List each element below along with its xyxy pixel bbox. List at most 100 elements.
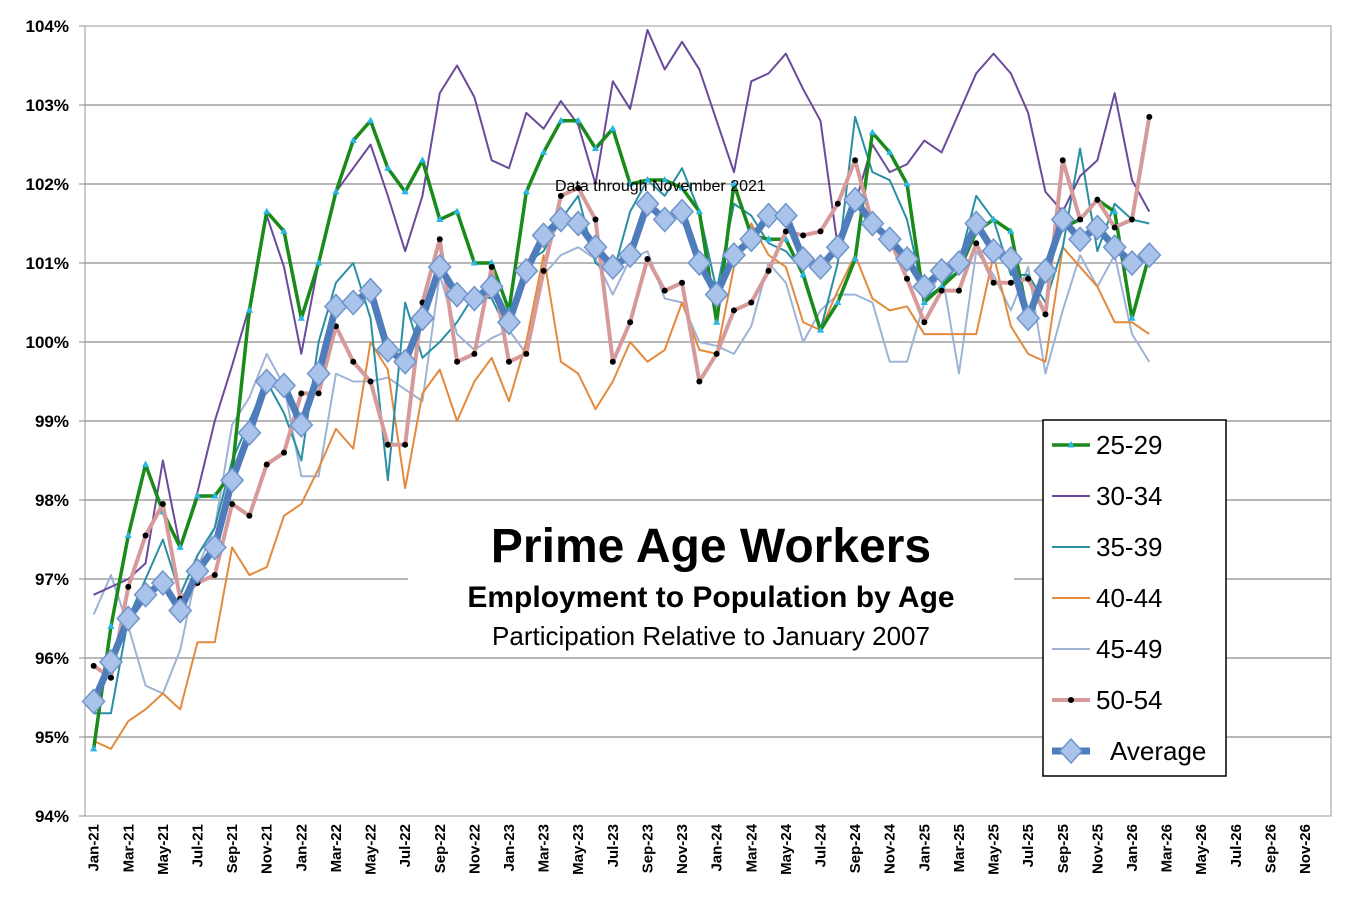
data-point [402,441,409,448]
data-point [816,326,825,333]
data-point [462,285,487,312]
data-point [851,255,859,262]
x-axis: Jan-21 Mar-21 May-21 Jul-21 Sep-21 Nov-21 Jan-… [86,823,1314,875]
data-point [886,148,894,155]
x-tick-label: Nov-26 [1297,824,1314,874]
x-tick-label: Jul-23 [605,824,622,867]
data-point [834,200,841,207]
data-point [652,206,677,233]
data-point [609,358,616,365]
data-point [418,156,427,163]
data-point [946,249,971,277]
data-point [748,299,755,306]
series-Average [81,186,1162,715]
data-point [1128,216,1135,223]
data-point [955,287,962,294]
legend-label: 40-44 [1096,583,1163,613]
data-point [280,227,288,234]
data-point [332,187,340,195]
data-point [843,186,868,213]
data-point [635,190,660,217]
data-point [765,267,772,274]
chart-title: Prime Age Workers [491,520,931,573]
series-line [92,246,1151,695]
x-tick-label: Jul-26 [1228,824,1245,867]
y-tick-label: 95% [35,728,69,747]
data-point [271,372,297,399]
legend-entry: 45-49 [1052,634,1163,664]
data-point [695,207,703,215]
data-point [678,183,686,191]
data-point [627,319,634,326]
data-point [193,492,202,499]
data-point [90,744,98,752]
series-50-54 [90,113,1153,681]
data-point [488,259,496,266]
x-tick-label: Sep-24 [847,823,864,873]
annotation-text: Data through November 2021 [555,178,766,195]
x-tick-label: Jan-22 [293,824,310,872]
data-point [661,287,668,294]
legend-marker [1058,737,1084,765]
series-40-44 [93,222,1150,750]
x-tick-label: Mar-23 [536,824,553,872]
data-point [730,180,738,187]
data-point [522,187,530,195]
data-point [591,144,600,151]
data-point [592,216,599,223]
data-point [903,180,911,187]
data-point [341,289,366,316]
x-tick-label: Mar-24 [743,823,760,872]
y-axis: 94% 95% 96% 97% 98% 99% 100% 101% 102% 103% 104% [26,17,85,826]
series-line [93,28,1151,596]
data-point [1077,216,1084,223]
x-tick-label: Sep-26 [1262,824,1279,873]
data-point [1007,279,1014,286]
chart-subtitle: Employment to Population by Age [467,581,954,614]
data-point [384,441,391,448]
data-point [964,210,989,237]
x-tick-label: Jan-23 [501,824,518,872]
data-point [116,605,141,632]
data-point [1059,157,1066,164]
data-point [1119,249,1145,277]
data-point [245,306,254,313]
data-point [125,583,132,590]
data-point [298,390,305,397]
x-tick-label: May-25 [986,824,1003,875]
data-point [929,257,954,285]
data-point [1146,113,1153,120]
legend-entry: 40-44 [1052,583,1163,613]
data-point [168,597,193,624]
x-tick-label: May-24 [778,823,795,875]
data-point [220,467,245,494]
y-tick-label: 94% [35,807,69,826]
series-line [92,116,1152,680]
legend-entry: 25-29 [1052,430,1163,460]
data-point [1007,227,1015,234]
data-point [921,319,928,326]
data-point [523,350,530,357]
data-point [981,238,1006,265]
y-tick-label: 96% [35,649,69,668]
legend-marker [1068,697,1074,703]
y-tick-label: 97% [35,570,69,589]
legend-label: 35-39 [1096,532,1163,562]
data-point [756,202,781,229]
data-point [938,282,946,290]
data-point [618,241,643,269]
data-point [713,318,721,325]
data-point [825,234,850,261]
data-point [1016,305,1041,332]
data-point [1085,214,1110,241]
data-point [306,360,331,387]
data-point [1111,207,1119,215]
data-point [600,253,625,281]
data-point [211,492,219,499]
data-point [107,622,115,629]
data-point [894,245,920,273]
data-point [531,222,556,249]
x-tick-label: Mar-21 [120,824,137,872]
data-point [263,207,271,215]
